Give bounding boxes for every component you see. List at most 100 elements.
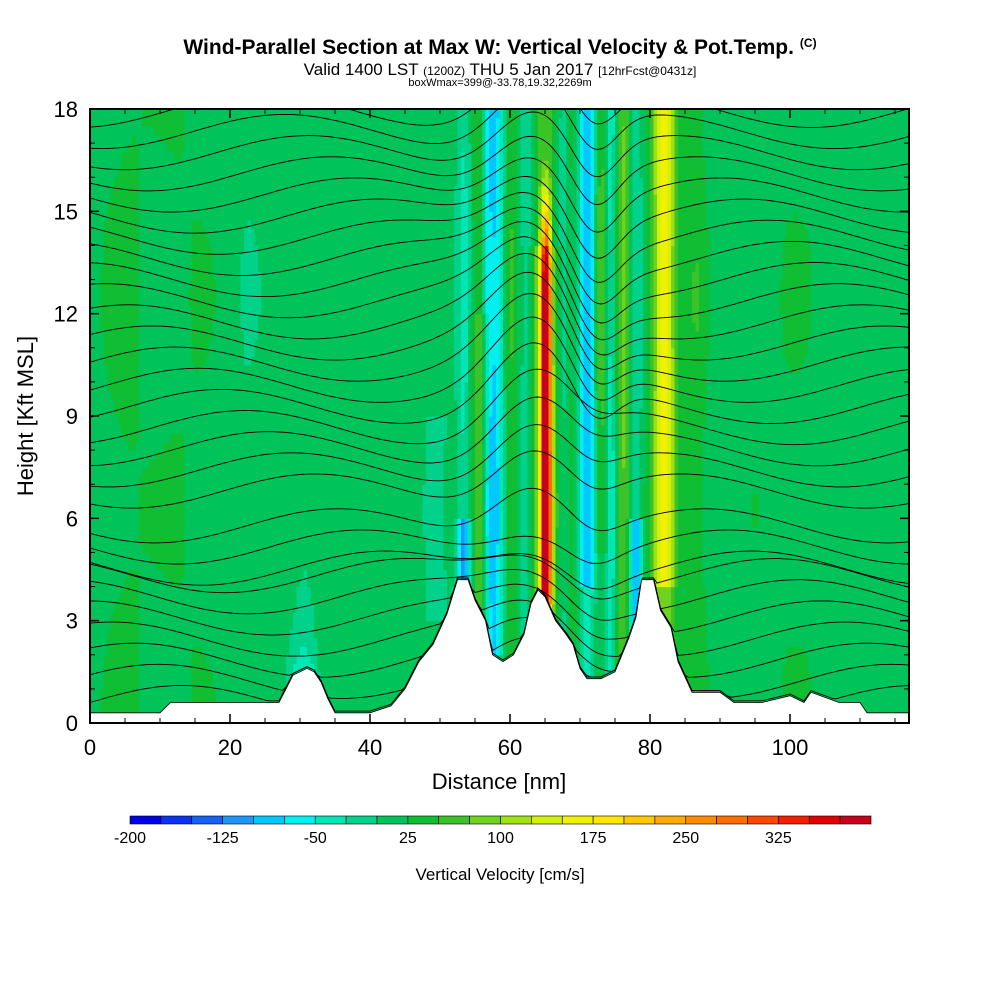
field-cell — [230, 202, 235, 212]
field-cell — [97, 484, 102, 494]
field-cell — [212, 586, 217, 596]
field-cell — [258, 177, 263, 187]
field-cell — [142, 688, 147, 699]
field-cell — [160, 560, 165, 571]
field-cell — [93, 637, 98, 647]
field-cell — [153, 296, 158, 306]
field-cell — [153, 595, 158, 605]
field-cell — [149, 501, 154, 511]
field-cell — [247, 526, 252, 536]
field-cell — [93, 202, 98, 212]
field-cell — [142, 441, 147, 451]
field-cell — [104, 330, 109, 340]
field-cell — [170, 151, 175, 161]
field-cell — [244, 381, 249, 392]
field-cell — [156, 543, 161, 554]
field-cell — [205, 441, 210, 451]
field-cell — [254, 330, 259, 340]
field-cell — [254, 595, 259, 605]
field-cell — [286, 543, 291, 554]
field-cell — [328, 398, 333, 409]
field-cell — [307, 219, 312, 229]
field-cell — [279, 654, 284, 664]
field-cell — [258, 518, 263, 528]
field-cell — [219, 305, 224, 315]
field-cell — [90, 680, 95, 690]
field-cell — [314, 305, 319, 315]
field-cell — [90, 381, 95, 392]
field-cell — [212, 228, 217, 238]
field-cell — [216, 595, 221, 605]
field-cell — [202, 364, 207, 374]
field-cell — [195, 620, 200, 630]
field-cell — [293, 134, 298, 144]
field-cell — [128, 373, 133, 383]
field-cell — [195, 518, 200, 528]
field-cell — [156, 339, 161, 349]
field-cell — [212, 424, 217, 434]
field-cell — [198, 381, 203, 392]
field-cell — [219, 262, 224, 272]
field-cell — [314, 543, 319, 554]
field-cell — [104, 705, 109, 716]
field-cell — [97, 151, 102, 161]
field-cell — [212, 578, 217, 588]
field-cell — [107, 509, 112, 519]
field-cell — [139, 390, 144, 400]
field-cell — [205, 688, 210, 699]
field-cell — [156, 228, 161, 238]
field-cell — [237, 441, 242, 451]
field-cell — [104, 228, 109, 238]
field-cell — [254, 663, 259, 673]
field-cell — [149, 194, 154, 204]
field-cell — [114, 381, 119, 392]
field-cell — [188, 424, 193, 434]
field-cell — [251, 194, 256, 204]
field-cell — [132, 603, 137, 613]
forecast-info: [12hrFcst@0431z] — [598, 64, 697, 78]
field-cell — [282, 126, 287, 136]
field-cell — [296, 202, 301, 212]
field-cell — [118, 126, 123, 136]
field-cell — [104, 680, 109, 690]
field-cell — [128, 151, 133, 161]
field-cell — [233, 211, 238, 221]
field-cell — [226, 569, 231, 579]
field-cell — [265, 228, 270, 238]
field-cell — [167, 603, 172, 613]
field-cell — [265, 279, 270, 289]
field-cell — [195, 339, 200, 349]
field-cell — [254, 552, 259, 562]
field-cell — [100, 322, 105, 332]
field-cell — [223, 262, 228, 272]
field-cell — [275, 398, 280, 409]
field-cell — [97, 654, 102, 664]
field-cell — [233, 569, 238, 579]
field-cell — [114, 202, 119, 212]
field-cell — [135, 560, 140, 571]
field-cell — [184, 271, 189, 281]
field-cell — [107, 228, 112, 238]
field-cell — [188, 526, 193, 536]
field-cell — [156, 168, 161, 178]
field-cell — [114, 373, 119, 383]
field-cell — [300, 143, 305, 153]
field-cell — [244, 484, 249, 494]
field-cell — [272, 646, 277, 656]
field-cell — [317, 467, 322, 477]
field-cell — [265, 586, 270, 596]
field-cell — [216, 381, 221, 392]
field-cell — [244, 219, 249, 229]
field-cell — [272, 134, 277, 144]
field-cell — [244, 185, 249, 195]
field-cell — [279, 160, 284, 170]
field-cell — [324, 271, 329, 281]
field-cell — [142, 637, 147, 647]
field-cell — [279, 416, 284, 426]
field-cell — [254, 654, 259, 664]
field-cell — [303, 330, 308, 340]
field-cell — [261, 390, 266, 400]
field-cell — [230, 433, 235, 443]
field-cell — [247, 160, 252, 170]
field-cell — [121, 373, 126, 383]
